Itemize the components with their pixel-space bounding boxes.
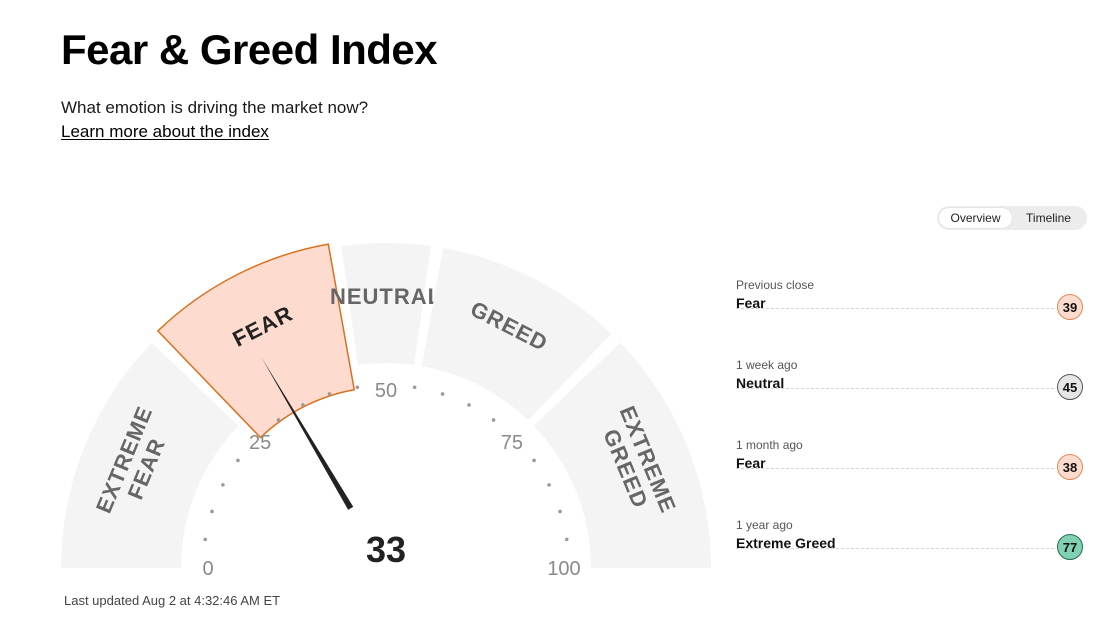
scale-label: 0 — [202, 558, 213, 580]
gauge-scale-labels: 0 25 50 75 100 — [202, 380, 580, 580]
history-list: Previous close Fear 39 1 week ago Neutra… — [736, 278, 1084, 598]
history-score-badge: 45 — [1057, 374, 1083, 400]
learn-more-link[interactable]: Learn more about the index — [61, 122, 269, 141]
history-item-1-week-ago: 1 week ago Neutral 45 — [736, 358, 1084, 438]
gauge-segment-greed — [421, 248, 612, 421]
dotted-leader — [736, 548, 1054, 549]
gauge-segment-neutral — [341, 242, 431, 365]
gauge-needle — [261, 357, 358, 517]
view-toggle: Overview Timeline — [937, 206, 1087, 230]
scale-dot — [276, 418, 281, 422]
dotted-leader — [736, 308, 1054, 309]
scale-dot — [558, 509, 562, 514]
scale-dot — [467, 403, 471, 407]
scale-label: 100 — [547, 558, 580, 580]
score-disc — [320, 498, 452, 618]
history-item-1-year-ago: 1 year ago Extreme Greed 77 — [736, 518, 1084, 598]
scale-dot — [547, 483, 551, 487]
scale-dot — [327, 392, 332, 396]
timeline-tab[interactable]: Timeline — [1012, 208, 1085, 228]
page-subtitle: What emotion is driving the market now? — [61, 98, 369, 117]
history-item-previous-close: Previous close Fear 39 — [736, 278, 1084, 358]
overview-tab[interactable]: Overview — [939, 208, 1012, 228]
last-updated: Last updated Aug 2 at 4:32:46 AM ET — [64, 593, 281, 608]
dotted-leader — [736, 388, 1054, 389]
scale-dot — [564, 537, 569, 542]
scale-dot — [221, 483, 225, 487]
history-rating: Fear — [736, 295, 766, 311]
history-score-badge: 39 — [1057, 294, 1083, 320]
scale-dot — [412, 385, 417, 390]
dotted-leader — [736, 468, 1054, 469]
history-item-1-month-ago: 1 month ago Fear 38 — [736, 438, 1084, 518]
page-title: Fear & Greed Index — [61, 26, 438, 73]
history-rating: Extreme Greed — [736, 535, 836, 551]
history-period: Previous close — [736, 278, 815, 292]
scale-dot — [203, 537, 208, 542]
scale-label: 25 — [249, 432, 271, 454]
history-period: 1 month ago — [736, 438, 803, 452]
gauge-segment-extreme-fear — [61, 342, 239, 568]
scale-label: 75 — [501, 432, 523, 454]
history-period: 1 week ago — [736, 358, 798, 372]
scale-dot — [440, 392, 445, 396]
history-score-badge: 38 — [1057, 454, 1083, 480]
scale-dot — [355, 385, 360, 390]
history-score-badge: 77 — [1057, 534, 1083, 560]
scale-dot — [301, 403, 305, 407]
scale-label: 50 — [375, 380, 397, 402]
gauge-segment-extreme-greed — [533, 342, 711, 568]
scale-dot — [491, 418, 496, 422]
history-rating: Neutral — [736, 375, 785, 391]
score-value: 33 — [366, 529, 406, 570]
scale-dot — [532, 458, 536, 463]
history-rating: Fear — [736, 455, 766, 471]
scale-dot — [236, 458, 240, 463]
scale-dot — [210, 509, 214, 514]
gauge-segment-label: NEUTRAL — [330, 284, 442, 309]
gauge-scale-dots — [203, 385, 569, 542]
history-period: 1 year ago — [736, 518, 793, 532]
gauge-segment-fear — [156, 243, 356, 439]
